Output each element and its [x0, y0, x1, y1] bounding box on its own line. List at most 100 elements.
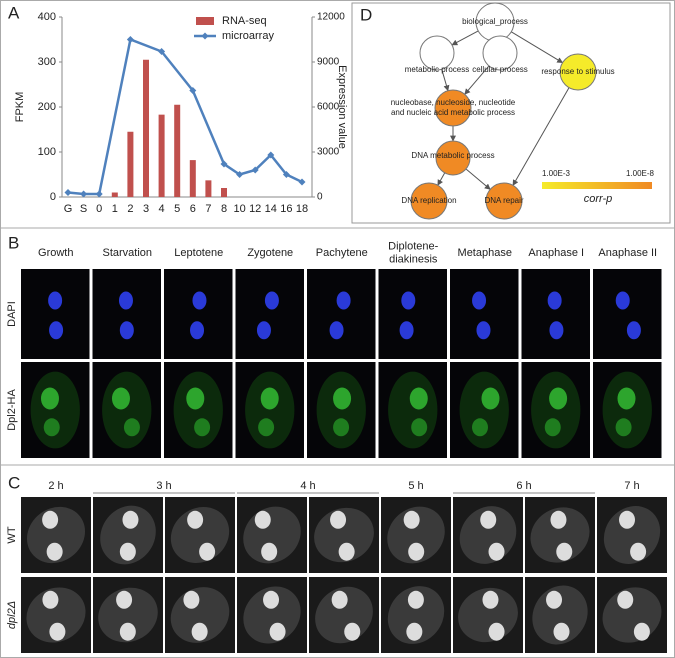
column-label: Leptotene — [174, 247, 223, 259]
nucleus — [119, 542, 136, 561]
legend-low: 1.00E-3 — [542, 169, 571, 178]
marker — [282, 171, 290, 178]
column-label: Pachytene — [316, 247, 368, 259]
nucleus — [547, 291, 562, 310]
nucleus — [118, 291, 133, 310]
y2-tick-label: 0 — [317, 192, 323, 203]
go-node-label: biological_process — [462, 17, 528, 26]
signal — [333, 387, 352, 410]
signal — [411, 418, 428, 437]
go-node-label: DNA replication — [401, 196, 456, 205]
nucleus — [630, 542, 647, 561]
row-label: DAPI — [6, 301, 18, 327]
go-node — [434, 89, 472, 127]
nucleus — [401, 291, 416, 310]
time-label: 3 h — [156, 480, 171, 492]
micrograph — [92, 269, 161, 359]
marker — [251, 166, 259, 174]
y-tick-label: 400 — [38, 11, 56, 23]
nucleus — [183, 590, 200, 609]
nucleus — [199, 542, 216, 561]
x-tick-label: 8 — [221, 203, 227, 215]
column-label: diakinesis — [389, 253, 438, 265]
nucleus — [476, 321, 491, 340]
edge — [512, 87, 570, 186]
nucleus — [42, 590, 59, 609]
x-tick-label: 6 — [190, 203, 196, 215]
cell-body — [603, 506, 661, 564]
marker — [64, 189, 72, 196]
micrograph — [521, 269, 590, 359]
legend-high: 1.00E-8 — [626, 169, 655, 178]
legend-title: corr-p — [584, 193, 613, 205]
micrograph — [21, 269, 90, 359]
micrograph — [235, 269, 304, 359]
bar — [205, 180, 212, 197]
legend-swatch — [201, 32, 209, 40]
nucleus — [116, 590, 133, 609]
cell-body — [98, 587, 158, 643]
signal — [471, 418, 488, 437]
x-tick-label: 12 — [249, 203, 261, 215]
go-node-label: response to stimulus — [541, 67, 614, 76]
y-tick-label: 300 — [38, 56, 56, 68]
go-node-label: cellular process — [472, 65, 528, 74]
marker — [189, 87, 197, 94]
legend-label: microarray — [222, 30, 274, 42]
marker — [236, 171, 244, 178]
panel-label: C — [8, 473, 20, 492]
column-label: Anaphase II — [598, 247, 657, 259]
nucleus — [482, 590, 499, 609]
nucleus — [191, 622, 208, 641]
nucleus — [329, 321, 344, 340]
nucleus — [263, 590, 280, 609]
nucleus — [619, 510, 636, 529]
micrograph — [164, 269, 233, 359]
nucleus — [408, 542, 425, 561]
cell-body — [388, 371, 438, 449]
panel-d-frame — [351, 2, 671, 224]
nucleus — [403, 510, 420, 529]
nucleus — [187, 510, 204, 529]
column-label: Starvation — [102, 247, 152, 259]
x-tick-label: G — [64, 203, 73, 215]
x-tick-label: 5 — [174, 203, 180, 215]
signal — [43, 418, 60, 437]
nucleus — [488, 542, 505, 561]
bar — [221, 188, 227, 197]
nucleus — [49, 321, 64, 340]
y-tick-label: 100 — [38, 146, 56, 158]
cell-body — [530, 507, 590, 563]
cell-body — [30, 371, 80, 449]
cell-body — [26, 506, 86, 564]
go-node-label: and nucleic acid metabolic process — [391, 108, 515, 117]
cell-body — [100, 505, 156, 565]
time-label: 6 h — [516, 480, 531, 492]
legend-label: RNA-seq — [222, 15, 267, 27]
x-tick-label: 4 — [159, 203, 165, 215]
x-tick-label: 14 — [265, 203, 277, 215]
row-label: Dpl2-HA — [6, 389, 18, 431]
marker — [267, 151, 275, 159]
cell-body — [245, 371, 295, 449]
time-label: 4 h — [300, 480, 315, 492]
x-tick-label: 3 — [143, 203, 149, 215]
cell-body — [26, 587, 86, 643]
column-label: Diplotene- — [388, 240, 438, 252]
nucleus — [546, 590, 563, 609]
cell-body — [316, 371, 366, 449]
nucleus — [254, 510, 271, 529]
cell-body — [102, 371, 152, 449]
x-tick-label: S — [80, 203, 87, 215]
signal — [409, 387, 428, 410]
column-label: Anaphase I — [528, 247, 584, 259]
nucleus — [549, 321, 564, 340]
go-node-label: DNA metabolic process — [411, 151, 494, 160]
go-node — [485, 182, 523, 220]
x-tick-label: 1 — [112, 203, 118, 215]
nucleus — [48, 291, 63, 310]
signal — [333, 418, 350, 437]
x-tick-label: 16 — [280, 203, 292, 215]
y-axis-title: FPKM — [14, 92, 26, 123]
signal — [260, 387, 279, 410]
